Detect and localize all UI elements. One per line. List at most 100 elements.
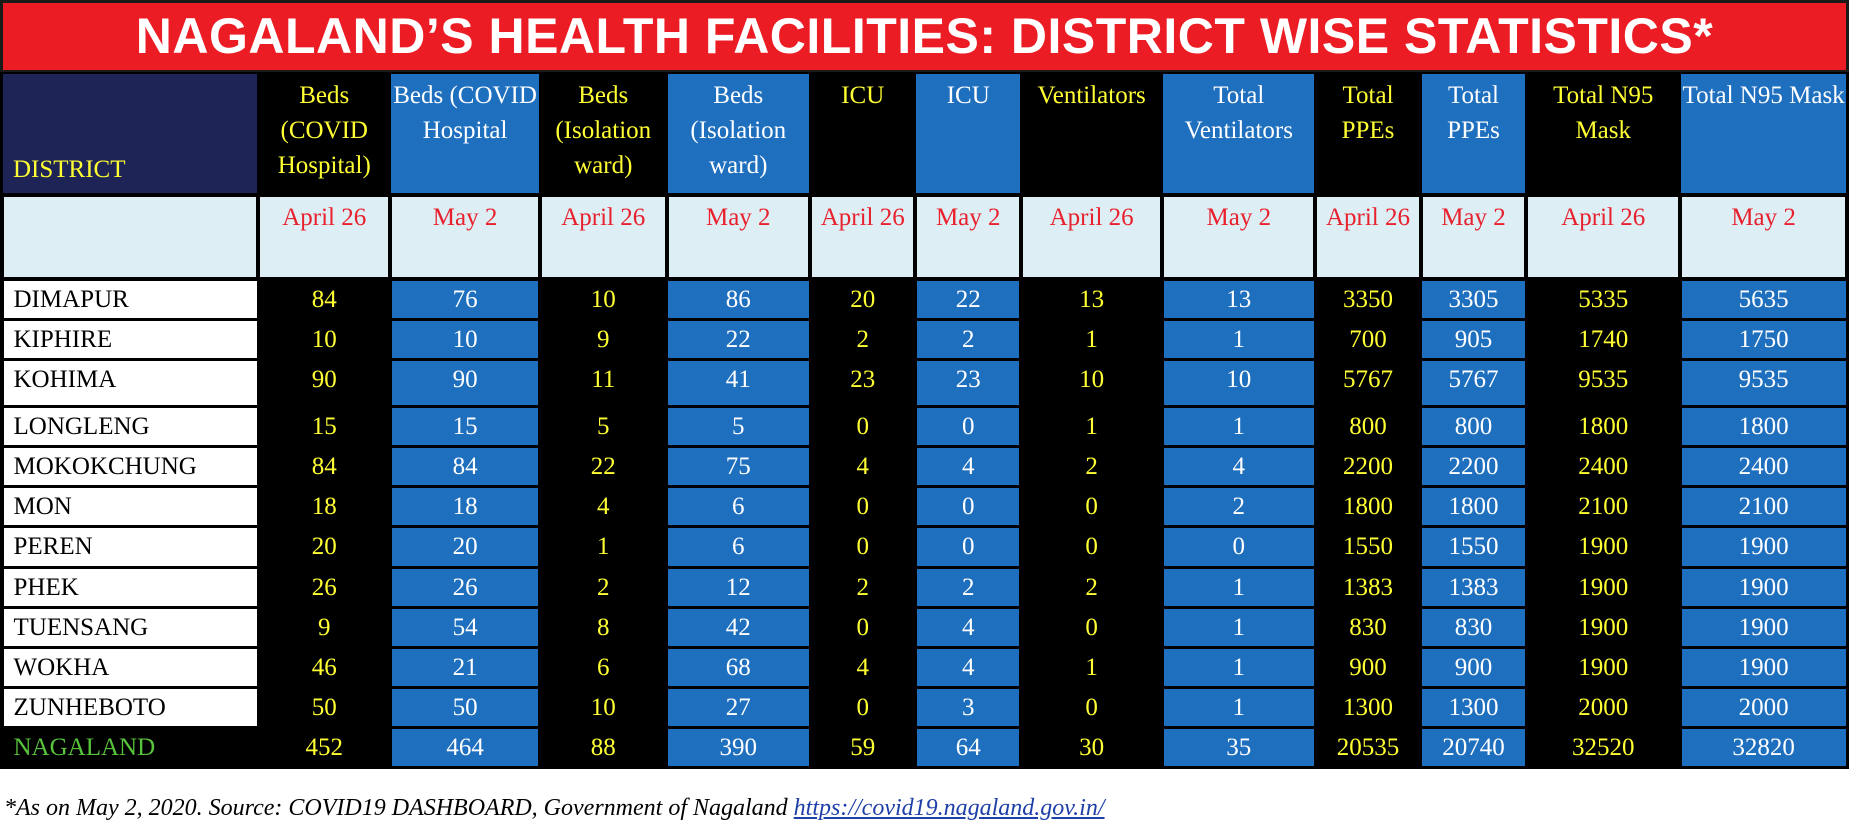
cell-value: 2400 [1524, 445, 1682, 488]
cell-value: 0 [808, 525, 917, 569]
cell-value: 1900 [1524, 646, 1682, 689]
cell-value: 905 [1419, 318, 1528, 361]
header-row: DISTRICT Beds (COVID Hospital) Beds (COVID… [0, 72, 1848, 196]
cell-value: 46 [256, 646, 392, 689]
cell-value: 9 [256, 606, 392, 649]
cell-value: 23 [913, 358, 1023, 408]
cell-value: 4 [808, 445, 917, 488]
cell-value: 13 [1160, 277, 1317, 321]
district-name: MOKOKCHUNG [0, 445, 260, 488]
cell-value: 0 [1160, 525, 1317, 569]
cell-value: 42 [665, 606, 812, 649]
cell-value: 2 [913, 318, 1023, 361]
column-header: Beds (COVID Hospital [389, 72, 541, 196]
column-header: Total N95 Mask [1525, 72, 1682, 196]
table-row: TUENSANG 9 54 8 42 0 4 0 1 830 830 1900 1900 [0, 606, 1849, 649]
cell-value: 2 [913, 566, 1023, 609]
cell-value: 0 [1019, 686, 1164, 729]
cell-value: 0 [913, 405, 1023, 448]
cell-value: 5635 [1678, 277, 1849, 321]
column-date: April 26 [537, 193, 669, 281]
cell-value: 2 [808, 566, 917, 609]
cell-value: 88 [538, 726, 669, 769]
column-header: ICU [914, 72, 1022, 196]
cell-value: 2100 [1524, 485, 1682, 528]
page-title: NAGALAND’S HEALTH FACILITIES: DISTRICT W… [0, 0, 1849, 73]
cell-value: 0 [913, 485, 1023, 528]
cell-value: 68 [665, 646, 812, 689]
cell-value: 21 [388, 646, 542, 689]
column-header: Beds (Isolation ward) [538, 72, 668, 196]
column-header: Total PPEs [1314, 72, 1422, 196]
cell-value: 6 [538, 646, 669, 689]
cell-value: 1 [1160, 646, 1317, 689]
district-name: DIMAPUR [0, 277, 260, 321]
cell-value: 2200 [1419, 445, 1528, 488]
cell-value: 1550 [1313, 525, 1423, 569]
cell-value: 3350 [1313, 277, 1423, 321]
total-row: NAGALAND 452 464 88 390 59 64 30 35 20535 20740 325… [0, 726, 1849, 769]
cell-value: 1900 [1678, 525, 1849, 569]
cell-value: 900 [1313, 646, 1423, 689]
district-name: LONGLENG [0, 405, 260, 448]
cell-value: 9 [538, 318, 669, 361]
cell-value: 3 [913, 686, 1023, 729]
district-name: PHEK [0, 566, 260, 609]
cell-value: 1 [1160, 405, 1317, 448]
cell-value: 41 [665, 358, 812, 408]
column-date: April 26 [807, 193, 918, 281]
cell-value: 9535 [1524, 358, 1682, 408]
cell-value: 0 [1019, 606, 1164, 649]
table-row: LONGLENG 15 15 5 5 0 0 1 1 800 800 1800 1800 [0, 405, 1849, 448]
cell-value: 23 [808, 358, 917, 408]
column-date: May 2 [664, 193, 813, 281]
cell-value: 54 [388, 606, 542, 649]
cell-value: 10 [388, 318, 542, 361]
cell-value: 10 [256, 318, 392, 361]
table-row: PHEK 26 26 2 12 2 2 2 1 1383 1383 1900 1900 [0, 566, 1849, 609]
source-link[interactable]: https://covid19.nagaland.gov.in/ [793, 795, 1105, 821]
column-header: Beds (COVID Hospital) [257, 72, 392, 196]
column-date: April 26 [1313, 193, 1423, 281]
cell-value: 1383 [1313, 566, 1423, 609]
statistics-table: DISTRICT Beds (COVID Hospital) Beds (COVID… [0, 72, 1849, 769]
column-date: May 2 [1418, 193, 1529, 281]
cell-value: 800 [1419, 405, 1528, 448]
cell-value: 2 [1019, 566, 1164, 609]
cell-value: 84 [256, 277, 392, 321]
cell-value: 1 [1160, 606, 1317, 649]
cell-value: 0 [1019, 525, 1164, 569]
cell-value: 464 [388, 726, 542, 769]
cell-value: 830 [1313, 606, 1423, 649]
cell-value: 12 [665, 566, 812, 609]
column-header: Ventilators [1019, 72, 1164, 196]
cell-value: 6 [665, 525, 812, 569]
cell-value: 8 [538, 606, 669, 649]
district-name: TUENSANG [0, 606, 260, 649]
table-row: MON 18 18 4 6 0 0 0 2 1800 1800 2100 2100 [0, 485, 1849, 528]
cell-value: 5335 [1524, 277, 1682, 321]
cell-value: 4 [913, 606, 1023, 649]
cell-value: 1900 [1678, 566, 1849, 609]
cell-value: 2100 [1678, 485, 1849, 528]
cell-value: 900 [1419, 646, 1528, 689]
cell-value: 2000 [1678, 686, 1849, 729]
cell-value: 4 [913, 646, 1023, 689]
cell-value: 1900 [1524, 606, 1682, 649]
cell-value: 800 [1313, 405, 1423, 448]
cell-value: 700 [1313, 318, 1423, 361]
cell-value: 0 [1019, 485, 1164, 528]
cell-value: 26 [388, 566, 542, 609]
cell-value: 84 [256, 445, 392, 488]
cell-value: 1300 [1313, 686, 1423, 729]
cell-value: 27 [665, 686, 812, 729]
district-name: WOKHA [0, 646, 260, 689]
cell-value: 390 [665, 726, 812, 769]
cell-value: 4 [913, 445, 1023, 488]
cell-value: 4 [808, 646, 917, 689]
table-row: PEREN 20 20 1 6 0 0 0 0 1550 1550 1900 1900 [0, 525, 1849, 569]
cell-value: 1900 [1678, 646, 1849, 689]
column-header: Total PPEs [1419, 72, 1528, 196]
column-date: May 2 [1160, 193, 1318, 281]
district-name: KOHIMA [0, 358, 260, 408]
